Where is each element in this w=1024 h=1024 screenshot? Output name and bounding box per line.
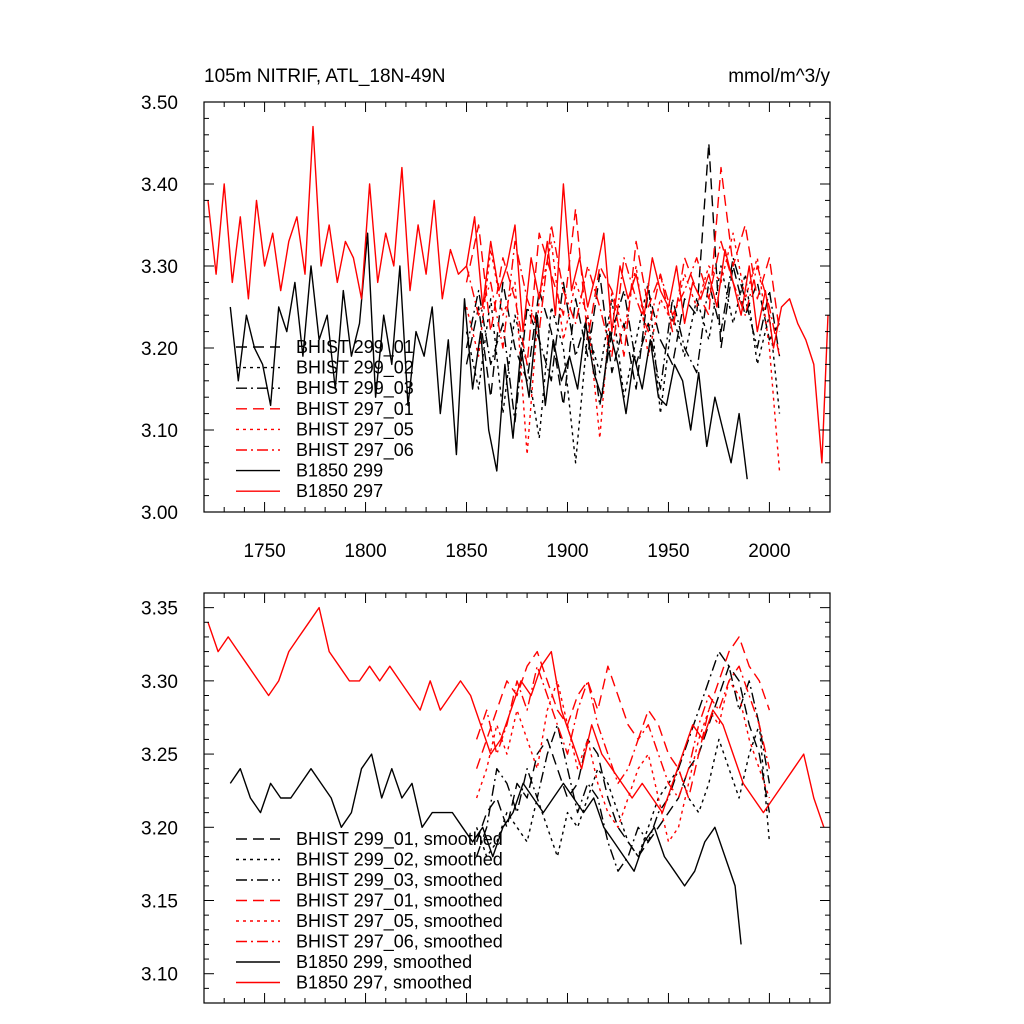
bottom-panel-plot-area: 3.10 3.15 3.20 3.25 3.30 3.35 BHIST 299_01, sm… xyxy=(141,592,831,1004)
x-tick-label: 1950 xyxy=(647,541,689,562)
series-lines xyxy=(207,606,825,945)
bottom-panel: 3.10 3.15 3.20 3.25 3.30 3.35 BHIST 299_01, sm… xyxy=(141,592,831,1004)
x-tick-label: 1800 xyxy=(344,541,386,562)
y-tick-label: 3.10 xyxy=(141,965,178,986)
legend-label-0: BHIST 299_01, smoothed xyxy=(296,829,503,850)
x-tick-label: 1850 xyxy=(445,541,487,562)
series-line-6 xyxy=(229,232,748,480)
y-tick-label: 3.20 xyxy=(141,818,178,839)
top-panel-plot-area: 1750 1800 1850 1900 1950 2000 3.00 3.10 3.20 3.30… xyxy=(141,93,831,562)
legend-label-4: BHIST 297_05 xyxy=(296,419,414,440)
legend-label-1: BHIST 299_02 xyxy=(296,358,414,379)
y-tick-label: 3.10 xyxy=(141,421,178,442)
legend-label-0: BHIST 299_01 xyxy=(296,337,414,358)
legend-label-2: BHIST 299_03 xyxy=(296,378,414,399)
series-line-4 xyxy=(475,680,771,843)
legend-label-7: B1850 297 xyxy=(296,481,383,501)
y-tick-label: 3.25 xyxy=(141,745,178,766)
y-tick-label: 3.35 xyxy=(141,599,178,620)
series-line-2 xyxy=(465,257,781,423)
legend-label-5: BHIST 297_06, smoothed xyxy=(296,932,503,953)
series-line-5 xyxy=(475,665,771,799)
legend-label-7: B1850 297, smoothed xyxy=(296,973,472,993)
legend-label-6: B1850 299, smoothed xyxy=(296,952,472,972)
series-line-0 xyxy=(475,665,771,858)
y-tick-label: 3.30 xyxy=(141,672,178,693)
legend-label-6: B1850 299 xyxy=(296,461,383,481)
series-line-7 xyxy=(207,125,829,464)
series-line-3 xyxy=(465,166,781,366)
series-line-2 xyxy=(475,650,771,872)
legend-label-2: BHIST 299_03, smoothed xyxy=(296,870,503,891)
top-panel-title: 105m NITRIF, ATL_18N-49N xyxy=(204,66,445,87)
x-tick-label: 2000 xyxy=(748,541,790,562)
plot-frame xyxy=(203,101,831,513)
x-tick-label: 1750 xyxy=(243,541,285,562)
x-tick-label: 1900 xyxy=(546,541,588,562)
series-line-0 xyxy=(465,142,781,407)
series-line-7 xyxy=(207,606,825,828)
top-panel-units: mmol/m^3/y xyxy=(728,66,830,87)
legend-label-1: BHIST 299_02, smoothed xyxy=(296,850,503,871)
legend-label-3: BHIST 297_01, smoothed xyxy=(296,891,503,912)
y-tick-label: 3.15 xyxy=(141,892,178,913)
y-tick-label: 3.30 xyxy=(141,257,178,278)
y-tick-label: 3.20 xyxy=(141,339,178,360)
series-line-6 xyxy=(229,753,742,945)
legend-label-3: BHIST 297_01 xyxy=(296,399,414,420)
legend-label-4: BHIST 297_05, smoothed xyxy=(296,911,503,932)
series-line-3 xyxy=(475,636,771,799)
series-line-4 xyxy=(465,232,781,472)
series-lines xyxy=(207,125,829,480)
legend-label-5: BHIST 297_06 xyxy=(296,440,414,461)
y-tick-label: 3.50 xyxy=(141,93,178,114)
y-tick-label: 3.00 xyxy=(141,503,178,524)
top-panel: 105m NITRIF, ATL_18N-49N mmol/m^3/y 1750… xyxy=(141,66,831,562)
y-tick-label: 3.40 xyxy=(141,175,178,196)
series-line-1 xyxy=(475,724,771,858)
